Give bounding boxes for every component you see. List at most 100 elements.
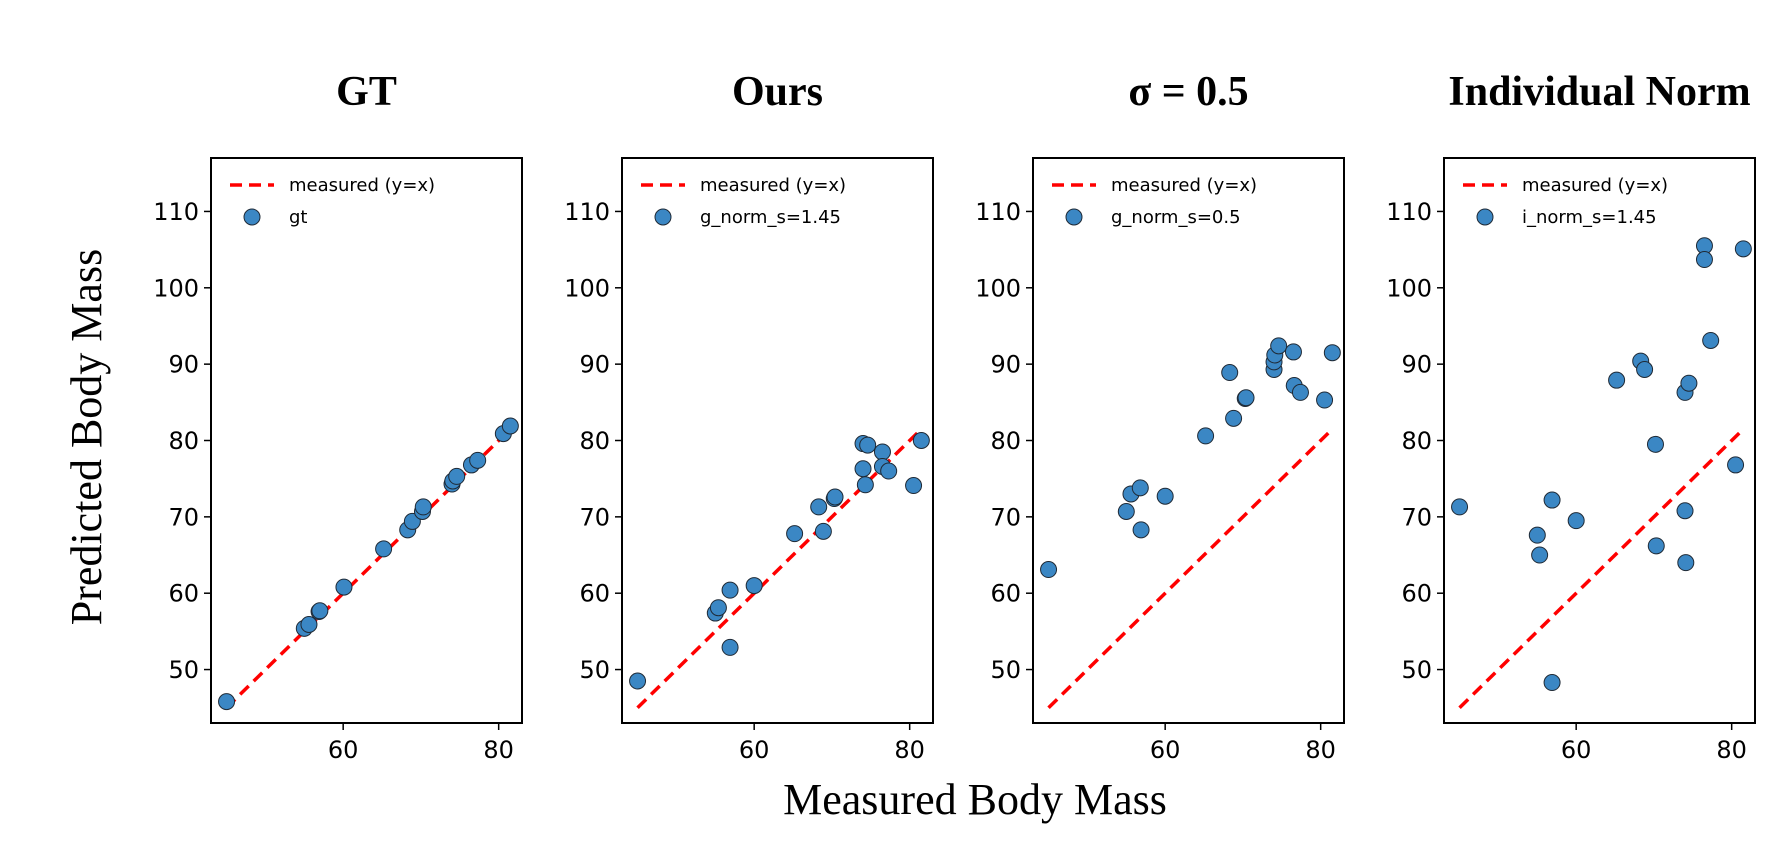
panel-3: σ = 0.5 50 60 70 80 90 100 110 60 80 measured (y=x… — [975, 69, 1345, 764]
legend: measured (y=x) i_norm_s=1.45 — [1463, 175, 1668, 228]
y-tick-label: 50 — [1401, 656, 1432, 684]
y-tick-label: 80 — [168, 427, 199, 455]
x-tick-label: 80 — [1305, 736, 1336, 764]
legend-label-reference: measured (y=x) — [289, 175, 435, 196]
data-point — [1647, 537, 1665, 555]
legend-label-series: i_norm_s=1.45 — [1522, 207, 1657, 228]
x-tick-label: 60 — [1150, 736, 1181, 764]
data-point — [826, 488, 844, 506]
data-point — [1543, 491, 1561, 509]
y-tick-label: 110 — [1386, 198, 1432, 226]
panel-2: Ours 50 60 70 80 90 100 110 60 80 measured (y=x) g_… — [564, 69, 934, 764]
y-tick-label: 100 — [975, 274, 1021, 302]
reference-line — [1458, 427, 1745, 709]
data-point — [880, 462, 898, 480]
data-point — [1225, 409, 1243, 427]
data-point — [1291, 383, 1309, 401]
x-tick-label: 60 — [328, 736, 359, 764]
y-tick-label: 70 — [168, 503, 199, 531]
y-tick-label: 60 — [1401, 580, 1432, 608]
panel-1: GT 50 60 70 80 90 100 110 60 80 measured (y=x) gt — [153, 69, 523, 764]
data-point — [1323, 344, 1341, 362]
data-point — [469, 451, 487, 469]
y-tick-label: 70 — [1401, 503, 1432, 531]
data-point — [873, 443, 891, 461]
axes-frame — [621, 157, 934, 724]
legend: measured (y=x) gt — [230, 175, 435, 228]
data-point — [1636, 360, 1654, 378]
y-tick-label: 110 — [153, 198, 199, 226]
data-point — [629, 672, 647, 690]
data-point — [300, 616, 318, 634]
data-point — [1451, 498, 1469, 516]
data-point — [1680, 374, 1698, 392]
panel-title: Ours — [732, 69, 823, 115]
data-point — [912, 432, 930, 449]
y-tick-label: 50 — [579, 656, 610, 684]
x-tick-label: 80 — [894, 736, 925, 764]
reference-line — [1047, 427, 1334, 709]
y-tick-label: 110 — [975, 198, 1021, 226]
data-point — [414, 498, 432, 516]
y-tick-label: 100 — [564, 274, 610, 302]
y-tick-label: 100 — [1386, 274, 1432, 302]
legend-label-reference: measured (y=x) — [1111, 175, 1257, 196]
data-point — [905, 477, 923, 495]
data-point — [786, 525, 804, 543]
data-point — [1528, 526, 1546, 544]
data-point — [721, 581, 739, 599]
data-point — [1734, 240, 1752, 258]
y-tick-label: 70 — [579, 503, 610, 531]
data-point — [448, 467, 466, 485]
data-point — [721, 638, 739, 656]
y-axis-label: Predicted Body Mass — [62, 249, 111, 625]
data-point — [1567, 512, 1585, 530]
data-point — [1132, 521, 1150, 539]
data-point — [1197, 427, 1215, 445]
y-tick-label: 90 — [990, 351, 1021, 379]
legend-label-reference: measured (y=x) — [1522, 175, 1668, 196]
data-point — [1270, 337, 1288, 355]
legend: measured (y=x) g_norm_s=1.45 — [641, 175, 846, 228]
data-point — [1131, 479, 1149, 497]
data-point — [1316, 391, 1334, 409]
data-point — [1646, 435, 1664, 453]
data-point — [1608, 371, 1626, 389]
data-point — [1040, 561, 1058, 579]
data-point — [1156, 487, 1174, 505]
legend-marker-swatch — [1476, 208, 1494, 226]
legend-label-series: gt — [289, 207, 307, 228]
x-tick-label: 60 — [1561, 736, 1592, 764]
data-point — [1727, 456, 1745, 474]
legend-label-reference: measured (y=x) — [700, 175, 846, 196]
x-tick-label: 80 — [1716, 736, 1747, 764]
data-point — [709, 599, 727, 617]
data-point — [1117, 503, 1135, 521]
data-point — [745, 577, 763, 595]
legend: measured (y=x) g_norm_s=0.5 — [1052, 175, 1257, 228]
y-tick-label: 90 — [168, 351, 199, 379]
data-point — [1543, 674, 1561, 692]
panel-title: σ = 0.5 — [1128, 69, 1248, 115]
x-tick-label: 80 — [483, 736, 514, 764]
data-point — [1677, 554, 1695, 572]
data-point — [814, 522, 832, 540]
legend-marker-swatch — [243, 208, 261, 226]
data-point — [403, 512, 421, 530]
data-point — [501, 417, 519, 435]
data-point — [854, 460, 872, 478]
y-tick-label: 90 — [579, 351, 610, 379]
data-point — [335, 578, 353, 596]
y-tick-label: 80 — [579, 427, 610, 455]
y-tick-label: 60 — [990, 580, 1021, 608]
data-point — [375, 540, 393, 558]
y-tick-label: 50 — [168, 656, 199, 684]
data-point — [1702, 331, 1720, 349]
axes-frame — [210, 157, 523, 724]
y-tick-label: 60 — [168, 580, 199, 608]
legend-label-series: g_norm_s=1.45 — [700, 207, 841, 228]
x-tick-label: 60 — [739, 736, 770, 764]
panels: GT 50 60 70 80 90 100 110 60 80 measured (y=x) gt Ou… — [153, 69, 1756, 764]
y-tick-label: 110 — [564, 198, 610, 226]
data-point — [1695, 251, 1713, 269]
